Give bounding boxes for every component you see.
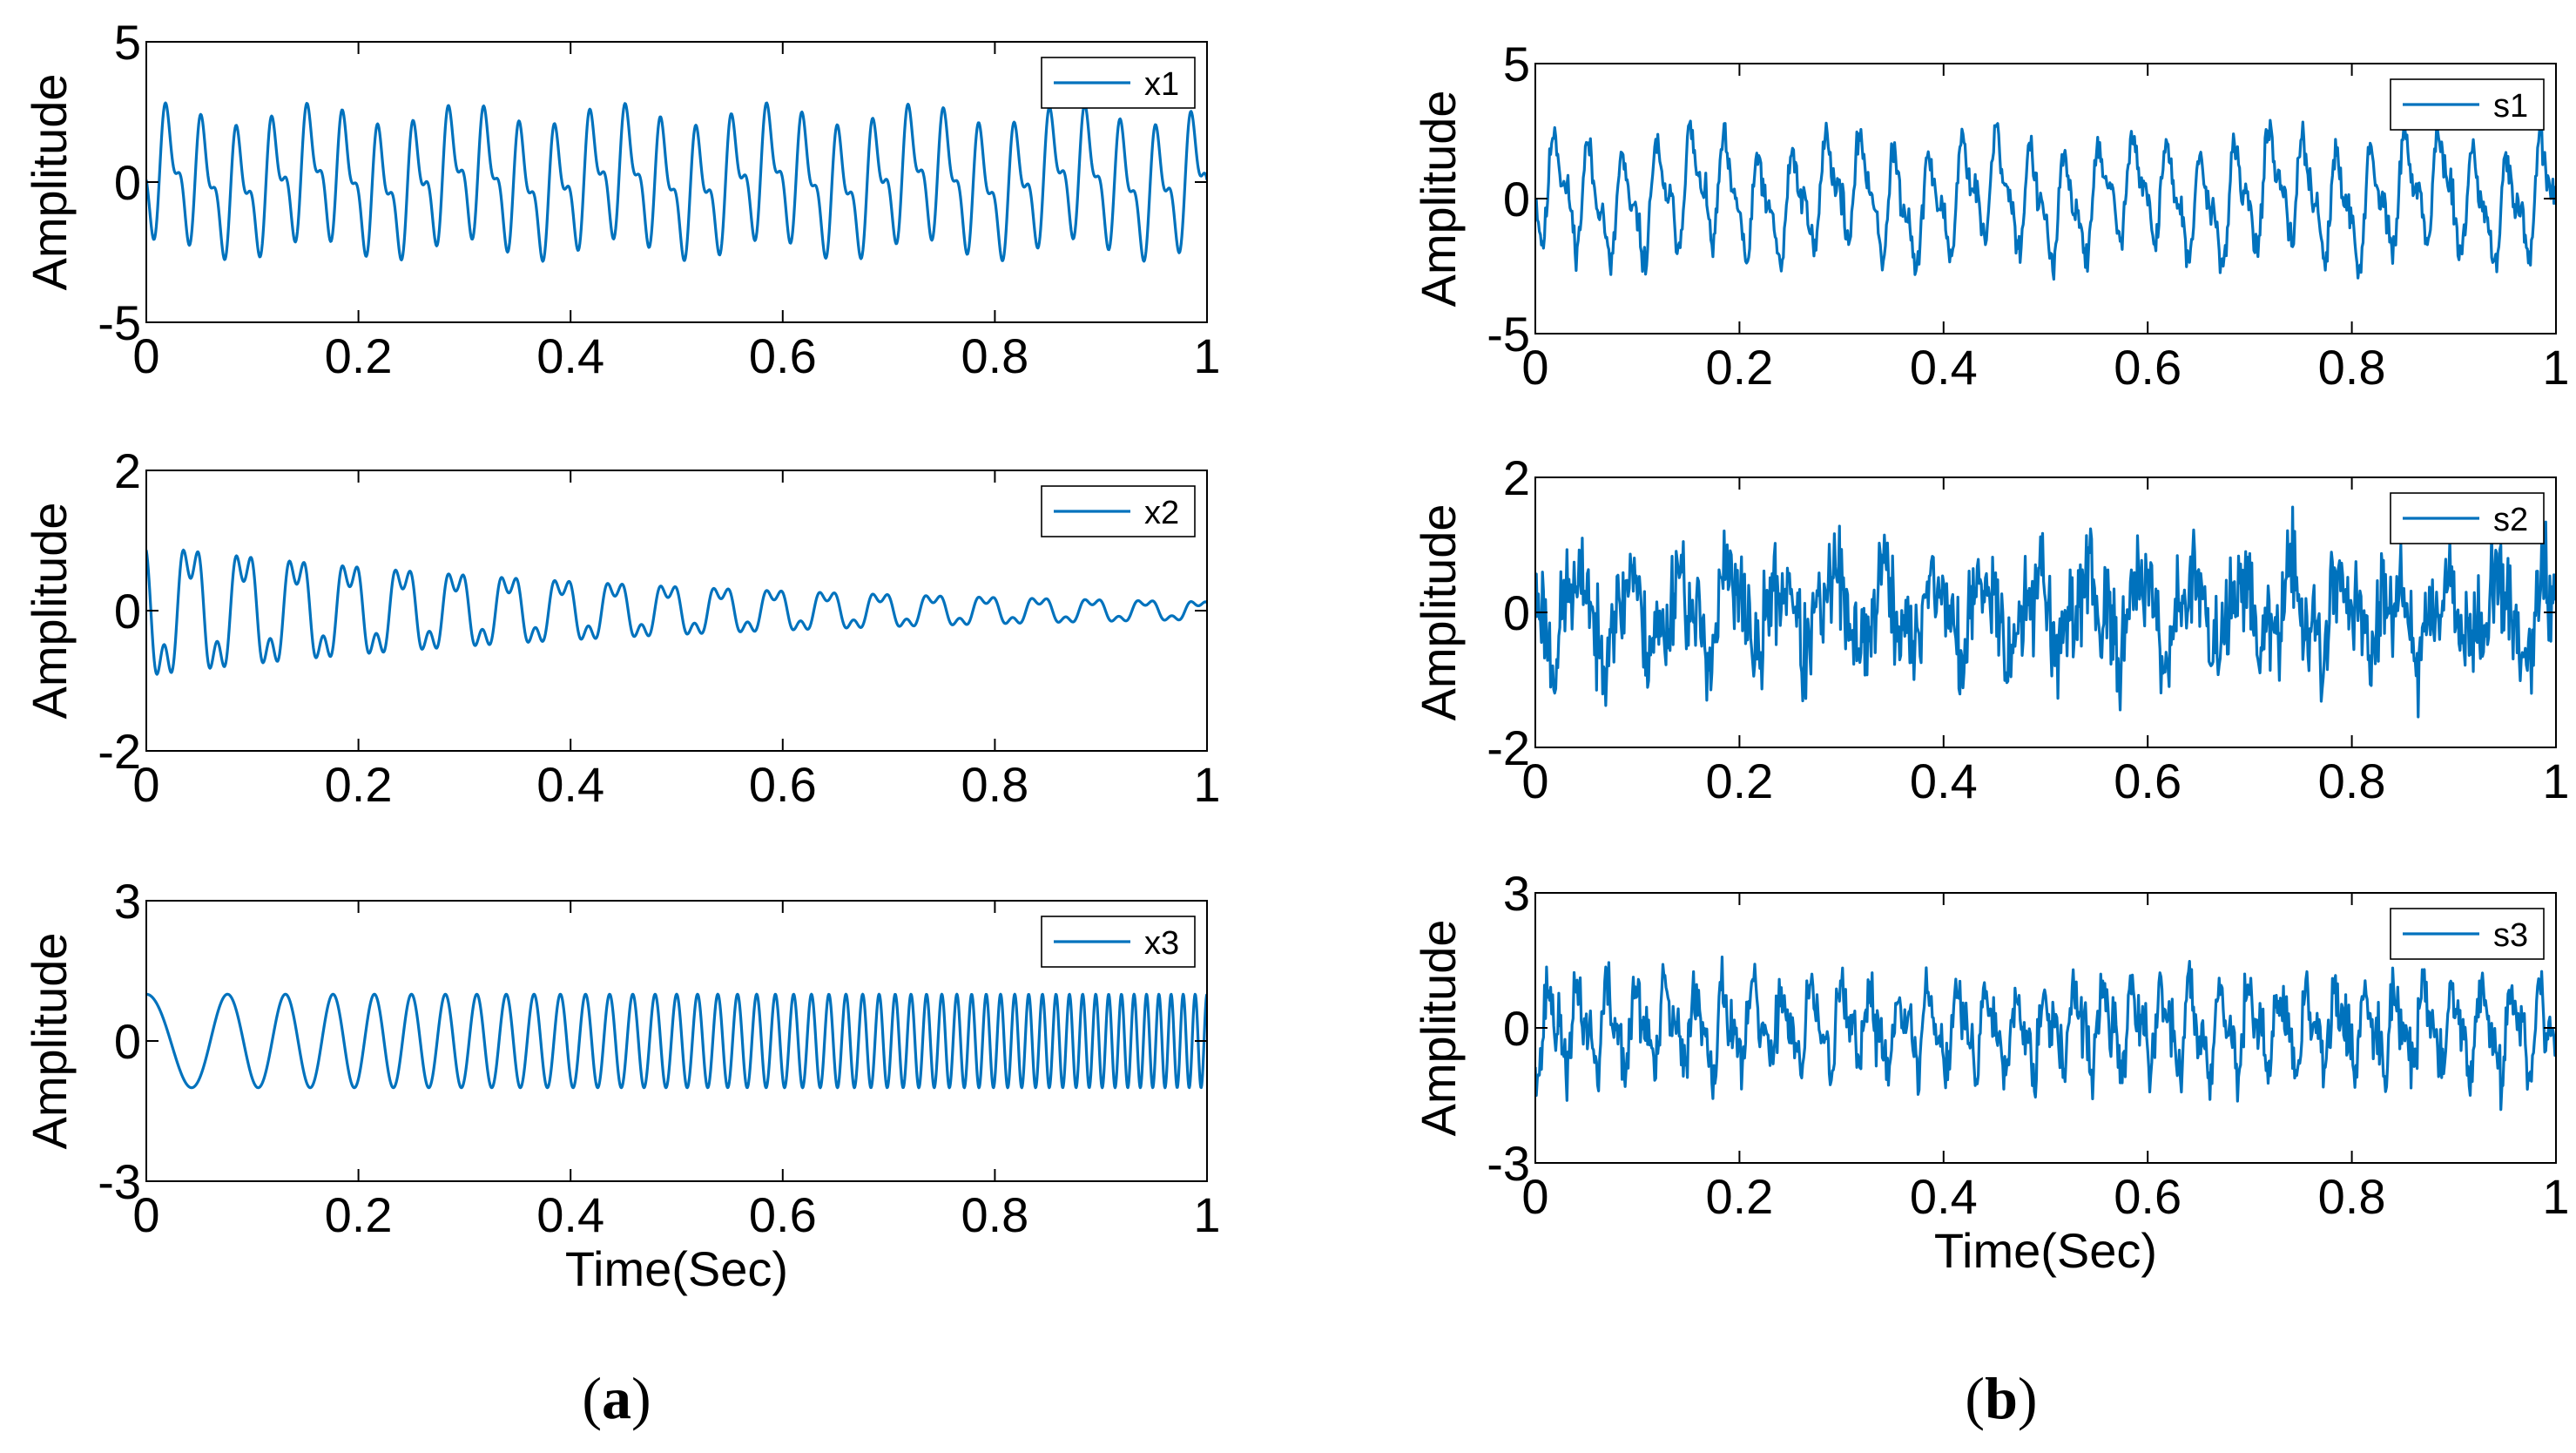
y-axis-label: Amplitude bbox=[22, 502, 77, 719]
x-axis-label: Time(Sec) bbox=[565, 1241, 788, 1296]
y-tick-label: -2 bbox=[1487, 720, 1530, 775]
legend: x2 bbox=[1041, 485, 1196, 537]
legend: s2 bbox=[2390, 492, 2545, 544]
x-axis-label: Time(Sec) bbox=[1934, 1223, 2157, 1278]
y-axis-label: Amplitude bbox=[1411, 90, 1466, 307]
x-tick-label: 1 bbox=[1193, 757, 1220, 812]
x-tick-label: 1 bbox=[2542, 1169, 2569, 1224]
x-tick-label: 0 bbox=[132, 757, 159, 812]
x-tick-label: 0.2 bbox=[325, 328, 393, 383]
x-tick-label: 0 bbox=[132, 1187, 159, 1242]
x-tick-label: 1 bbox=[2542, 754, 2569, 808]
x-tick-label: 0.2 bbox=[1705, 1169, 1773, 1224]
legend: s1 bbox=[2390, 78, 2545, 131]
y-tick-label: 3 bbox=[114, 874, 141, 929]
legend-label: s3 bbox=[2493, 917, 2528, 954]
x-tick-label: 0.2 bbox=[325, 1187, 393, 1242]
y-tick-label: 5 bbox=[1503, 37, 1530, 91]
x-tick-label: 0.6 bbox=[2114, 754, 2182, 808]
x-tick-label: 1 bbox=[1193, 328, 1220, 383]
x-tick-label: 0.6 bbox=[749, 328, 817, 383]
x-tick-label: 1 bbox=[2542, 340, 2569, 395]
x-tick-label: 1 bbox=[1193, 1187, 1220, 1242]
x-tick-label: 0 bbox=[1521, 340, 1548, 395]
y-tick-label: -3 bbox=[98, 1154, 141, 1209]
x-tick-label: 0.4 bbox=[536, 328, 604, 383]
y-tick-label: 2 bbox=[114, 443, 141, 498]
panel-label-b: (b) bbox=[1965, 1365, 2037, 1431]
x-tick-label: 0.8 bbox=[961, 328, 1028, 383]
y-tick-label: 3 bbox=[1503, 866, 1530, 921]
x-tick-label: 0 bbox=[1521, 1169, 1548, 1224]
series-line-s2 bbox=[1535, 505, 2556, 719]
x-tick-label: 0.8 bbox=[2318, 754, 2386, 808]
y-tick-label: 0 bbox=[1503, 585, 1530, 640]
y-axis-label: Amplitude bbox=[22, 932, 77, 1149]
x-tick-label: 0.6 bbox=[749, 757, 817, 812]
x-tick-label: 0.8 bbox=[2318, 340, 2386, 395]
x-tick-label: 0.8 bbox=[2318, 1169, 2386, 1224]
y-axis-label: Amplitude bbox=[1411, 503, 1466, 720]
y-tick-label: -2 bbox=[98, 724, 141, 779]
x-tick-label: 0.2 bbox=[1705, 754, 1773, 808]
x-tick-label: 0 bbox=[1521, 754, 1548, 808]
x-tick-label: 0.4 bbox=[1910, 1169, 1978, 1224]
x-tick-label: 0.6 bbox=[2114, 1169, 2182, 1224]
series-line-s1 bbox=[1535, 118, 2556, 281]
series-line-x1 bbox=[146, 101, 1207, 263]
legend-label: x1 bbox=[1144, 66, 1179, 103]
legend-label: x3 bbox=[1144, 925, 1179, 962]
legend: x3 bbox=[1041, 916, 1196, 968]
y-tick-label: 0 bbox=[114, 1014, 141, 1069]
legend-label: s2 bbox=[2493, 502, 2528, 538]
x-tick-label: 0.6 bbox=[749, 1187, 817, 1242]
y-tick-label: 5 bbox=[114, 15, 141, 70]
series-line-x3 bbox=[146, 992, 1207, 1090]
y-axis-label: Amplitude bbox=[1411, 919, 1466, 1136]
x-tick-label: 0.4 bbox=[1910, 754, 1978, 808]
x-tick-label: 0.2 bbox=[325, 757, 393, 812]
y-tick-label: 0 bbox=[1503, 1001, 1530, 1056]
panel-label-a: (a) bbox=[582, 1365, 651, 1431]
x-tick-label: 0.6 bbox=[2114, 340, 2182, 395]
y-tick-label: -5 bbox=[98, 295, 141, 350]
y-tick-label: 0 bbox=[114, 584, 141, 639]
series-line-x2 bbox=[146, 548, 1207, 676]
legend: x1 bbox=[1041, 57, 1196, 109]
y-tick-label: 0 bbox=[1503, 172, 1530, 226]
y-tick-label: -5 bbox=[1487, 307, 1530, 362]
legend: s3 bbox=[2390, 908, 2545, 960]
legend-label: s1 bbox=[2493, 88, 2528, 125]
y-tick-label: 0 bbox=[114, 155, 141, 210]
x-tick-label: 0.8 bbox=[961, 757, 1028, 812]
series-line-s3 bbox=[1535, 956, 2556, 1112]
x-tick-label: 0.4 bbox=[536, 1187, 604, 1242]
x-tick-label: 0.2 bbox=[1705, 340, 1773, 395]
x-tick-label: 0.4 bbox=[1910, 340, 1978, 395]
y-axis-label: Amplitude bbox=[22, 73, 77, 290]
y-tick-label: 2 bbox=[1503, 450, 1530, 505]
legend-label: x2 bbox=[1144, 495, 1179, 531]
x-tick-label: 0 bbox=[132, 328, 159, 383]
x-tick-label: 0.4 bbox=[536, 757, 604, 812]
x-tick-label: 0.8 bbox=[961, 1187, 1028, 1242]
y-tick-label: -3 bbox=[1487, 1136, 1530, 1191]
